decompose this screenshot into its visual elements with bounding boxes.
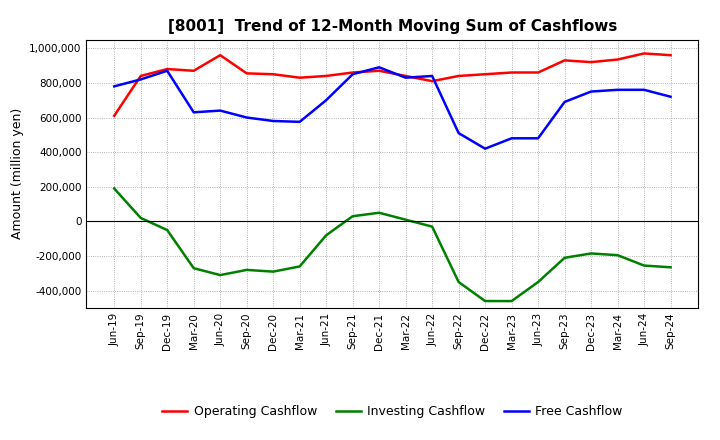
Legend: Operating Cashflow, Investing Cashflow, Free Cashflow: Operating Cashflow, Investing Cashflow, … xyxy=(158,400,627,423)
Operating Cashflow xyxy=(189,68,198,73)
Operating Cashflow xyxy=(481,72,490,77)
Operating Cashflow xyxy=(640,51,649,56)
Free Cashflow xyxy=(534,136,542,141)
Investing Cashflow xyxy=(216,272,225,278)
Investing Cashflow xyxy=(401,217,410,222)
Operating Cashflow xyxy=(454,73,463,79)
Operating Cashflow xyxy=(110,113,119,118)
Free Cashflow xyxy=(216,108,225,113)
Investing Cashflow xyxy=(534,279,542,285)
Operating Cashflow xyxy=(136,73,145,79)
Line: Free Cashflow: Free Cashflow xyxy=(114,67,670,149)
Y-axis label: Amount (million yen): Amount (million yen) xyxy=(11,108,24,239)
Free Cashflow xyxy=(481,146,490,151)
Investing Cashflow xyxy=(189,265,198,271)
Operating Cashflow xyxy=(534,70,542,75)
Investing Cashflow xyxy=(375,210,384,216)
Operating Cashflow xyxy=(613,57,622,62)
Line: Operating Cashflow: Operating Cashflow xyxy=(114,53,670,116)
Investing Cashflow xyxy=(269,269,277,274)
Operating Cashflow xyxy=(401,73,410,79)
Free Cashflow xyxy=(587,89,595,94)
Operating Cashflow xyxy=(348,70,357,75)
Operating Cashflow xyxy=(428,78,436,84)
Investing Cashflow xyxy=(587,251,595,256)
Title: [8001]  Trend of 12-Month Moving Sum of Cashflows: [8001] Trend of 12-Month Moving Sum of C… xyxy=(168,19,617,34)
Operating Cashflow xyxy=(375,68,384,73)
Investing Cashflow xyxy=(243,267,251,272)
Operating Cashflow xyxy=(216,52,225,58)
Free Cashflow xyxy=(136,77,145,82)
Investing Cashflow xyxy=(110,186,119,191)
Investing Cashflow xyxy=(136,215,145,220)
Investing Cashflow xyxy=(481,298,490,304)
Investing Cashflow xyxy=(163,227,171,233)
Free Cashflow xyxy=(613,87,622,92)
Line: Investing Cashflow: Investing Cashflow xyxy=(114,188,670,301)
Operating Cashflow xyxy=(560,58,569,63)
Investing Cashflow xyxy=(348,213,357,219)
Investing Cashflow xyxy=(560,255,569,260)
Free Cashflow xyxy=(110,84,119,89)
Free Cashflow xyxy=(375,65,384,70)
Investing Cashflow xyxy=(508,298,516,304)
Investing Cashflow xyxy=(295,264,304,269)
Free Cashflow xyxy=(295,119,304,125)
Investing Cashflow xyxy=(454,279,463,285)
Operating Cashflow xyxy=(163,66,171,72)
Operating Cashflow xyxy=(666,52,675,58)
Investing Cashflow xyxy=(322,233,330,238)
Operating Cashflow xyxy=(508,70,516,75)
Free Cashflow xyxy=(454,131,463,136)
Operating Cashflow xyxy=(243,71,251,76)
Investing Cashflow xyxy=(666,265,675,270)
Free Cashflow xyxy=(243,115,251,120)
Free Cashflow xyxy=(428,73,436,79)
Operating Cashflow xyxy=(322,73,330,79)
Free Cashflow xyxy=(269,118,277,124)
Operating Cashflow xyxy=(269,72,277,77)
Free Cashflow xyxy=(322,98,330,103)
Free Cashflow xyxy=(401,75,410,81)
Free Cashflow xyxy=(508,136,516,141)
Free Cashflow xyxy=(560,99,569,105)
Free Cashflow xyxy=(640,87,649,92)
Free Cashflow xyxy=(163,68,171,73)
Investing Cashflow xyxy=(640,263,649,268)
Investing Cashflow xyxy=(428,224,436,229)
Free Cashflow xyxy=(348,72,357,77)
Free Cashflow xyxy=(189,110,198,115)
Operating Cashflow xyxy=(587,59,595,65)
Free Cashflow xyxy=(666,94,675,99)
Investing Cashflow xyxy=(613,253,622,258)
Operating Cashflow xyxy=(295,75,304,81)
